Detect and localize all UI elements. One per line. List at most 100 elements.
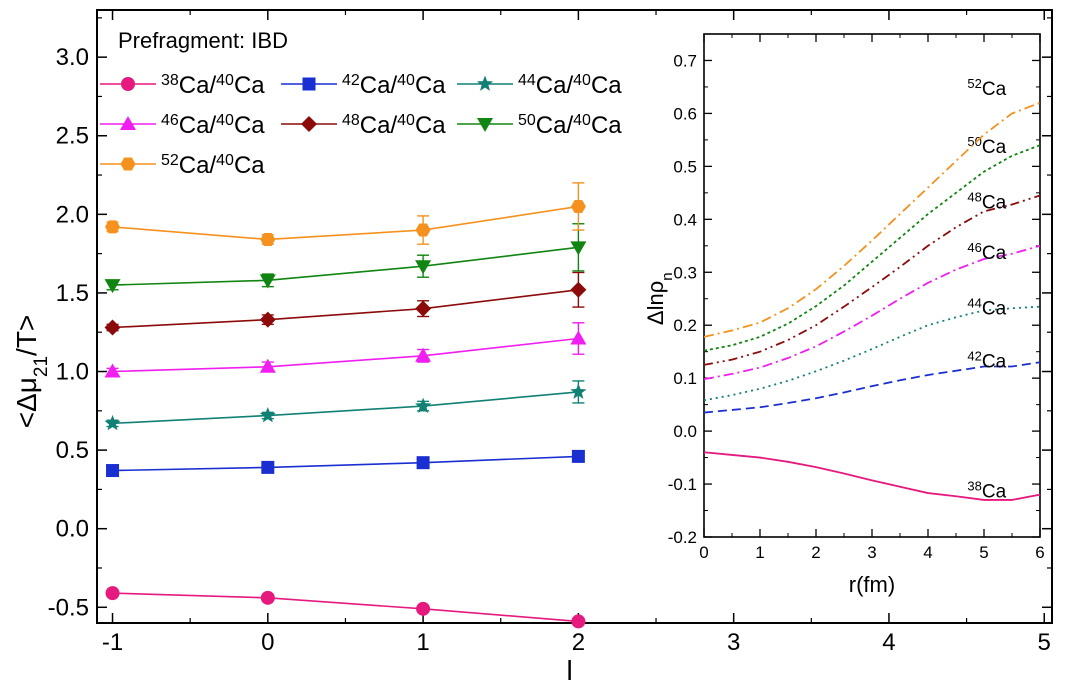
inset-curve-label: 38Ca bbox=[967, 478, 1006, 503]
series-line bbox=[112, 455, 579, 472]
data-point bbox=[415, 347, 432, 362]
legend-ref-super: 40 bbox=[216, 112, 234, 129]
legend-ca-ref: Ca bbox=[234, 152, 265, 179]
inset-label-ca: Ca bbox=[982, 193, 1007, 214]
inset-curve-label: 48Ca bbox=[967, 189, 1006, 214]
data-point bbox=[570, 199, 586, 213]
inset-label-mass: 52 bbox=[967, 75, 981, 90]
data-point bbox=[259, 311, 276, 328]
data-point bbox=[416, 456, 430, 470]
inset-y-tick-label: -0.2 bbox=[668, 528, 697, 547]
data-point bbox=[259, 358, 276, 373]
x-tick-label: -1 bbox=[102, 629, 123, 656]
y-tick-label: -0.5 bbox=[48, 594, 89, 621]
legend-marker bbox=[121, 77, 135, 91]
data-point bbox=[105, 586, 120, 601]
inset-frame bbox=[703, 33, 1041, 538]
inset-label-ca: Ca bbox=[982, 481, 1007, 502]
series-50 bbox=[104, 223, 587, 294]
legend-ref-super: 40 bbox=[573, 72, 591, 89]
inset-label-ca: Ca bbox=[982, 299, 1007, 320]
data-point bbox=[259, 407, 276, 423]
data-point bbox=[106, 464, 120, 478]
inset-curve-label: 52Ca bbox=[967, 75, 1006, 100]
legend-ca: Ca/ bbox=[179, 152, 217, 179]
inset-curve-label: 44Ca bbox=[967, 295, 1006, 320]
legend-ref-super: 40 bbox=[397, 112, 415, 129]
data-point bbox=[570, 241, 587, 256]
inset-label-mass: 48 bbox=[967, 189, 981, 204]
data-point bbox=[416, 601, 431, 616]
legend-ca: Ca/ bbox=[179, 72, 217, 99]
series-line bbox=[112, 337, 579, 373]
inset-label-mass: 38 bbox=[967, 478, 981, 493]
series-48 bbox=[104, 271, 587, 336]
inset-plot: 0 1 2 3 4 5 6 -0.2 -0.1 0.0 0.1 0.2 0.3 0.4 0.5 0.6 0.7 r… bbox=[643, 33, 1045, 597]
inset-y-axis-title-subscript: n bbox=[659, 272, 676, 280]
legend-ref-super: 40 bbox=[573, 112, 591, 129]
inset-y-axis-title-main: Δlnρ bbox=[643, 281, 668, 325]
legend-title: Prefragment: IBD bbox=[118, 28, 288, 53]
x-tick-label: 0 bbox=[261, 629, 274, 656]
inset-label-ca: Ca bbox=[982, 243, 1007, 264]
inset-y-tick-label: -0.1 bbox=[668, 475, 697, 494]
y-tick-label: 2.5 bbox=[56, 123, 89, 150]
inset-curve-42: 42Ca bbox=[703, 348, 1041, 414]
data-point bbox=[105, 220, 121, 234]
y-tick-label: 3.0 bbox=[56, 44, 89, 71]
inset-y-axis-title: Δlnρn bbox=[643, 272, 676, 325]
series-42 bbox=[106, 449, 585, 478]
legend-marker bbox=[302, 77, 316, 91]
inset-x-tick-label: 1 bbox=[755, 543, 764, 562]
y-tick-label: 0.5 bbox=[56, 437, 89, 464]
data-point bbox=[415, 300, 432, 317]
inset-curve-38: 38Ca bbox=[703, 451, 1041, 503]
main-plot: -1 0 1 2 3 4 5-0.50.00.51.01.52.02.53.0l<Δμ21/… bbox=[11, 9, 1053, 686]
inset-curve-46: 46Ca bbox=[703, 240, 1041, 381]
legend-marker bbox=[477, 118, 493, 132]
inset-curve-line bbox=[703, 244, 1041, 381]
legend-mass-super: 44 bbox=[518, 72, 536, 89]
data-point bbox=[415, 260, 432, 275]
inset-y-tick-label: 0.1 bbox=[673, 369, 697, 388]
legend-ref-super: 40 bbox=[216, 152, 234, 169]
inset-curve-44: 44Ca bbox=[703, 295, 1041, 402]
x-tick-label: 4 bbox=[882, 629, 895, 656]
series-line bbox=[112, 592, 579, 623]
data-point bbox=[104, 363, 121, 378]
legend-ca: Ca/ bbox=[179, 112, 217, 139]
legend-ca-ref: Ca bbox=[234, 72, 265, 99]
y-tick-label: 2.0 bbox=[56, 201, 89, 228]
series-line bbox=[112, 205, 579, 241]
inset-curve-label: 46Ca bbox=[967, 240, 1006, 265]
inset-x-tick-label: 2 bbox=[811, 543, 820, 562]
legend-ref-super: 40 bbox=[397, 72, 415, 89]
inset-curve-line bbox=[703, 144, 1041, 352]
series-44 bbox=[104, 380, 587, 431]
legend-marker bbox=[301, 116, 317, 132]
legend-ca: Ca/ bbox=[536, 112, 574, 139]
data-point bbox=[571, 449, 585, 463]
y-axis-title-rest: /T> bbox=[11, 315, 42, 356]
inset-y-tick-label: 0.5 bbox=[673, 157, 697, 176]
y-tick-label: 1.5 bbox=[56, 280, 89, 307]
legend-label: 38Ca/40Ca38Ca/40Ca bbox=[161, 72, 265, 100]
x-tick-label: 3 bbox=[727, 629, 740, 656]
legend-entry-38: 38Ca/40Ca38Ca/40Ca bbox=[100, 72, 265, 100]
inset-curve-label: 50Ca bbox=[967, 134, 1006, 159]
legend-mass-super: 48 bbox=[342, 112, 360, 129]
inset-x-tick-label: 0 bbox=[699, 543, 708, 562]
inset-x-tick-label: 4 bbox=[923, 543, 932, 562]
inset-label-ca: Ca bbox=[982, 79, 1007, 100]
series-line bbox=[112, 246, 579, 286]
legend-ca-ref: Ca bbox=[591, 112, 622, 139]
legend-ca: Ca/ bbox=[360, 112, 398, 139]
legend-ca-ref: Ca bbox=[415, 112, 446, 139]
y-tick-label: 1.0 bbox=[56, 359, 89, 386]
inset-label-ca: Ca bbox=[982, 352, 1007, 373]
